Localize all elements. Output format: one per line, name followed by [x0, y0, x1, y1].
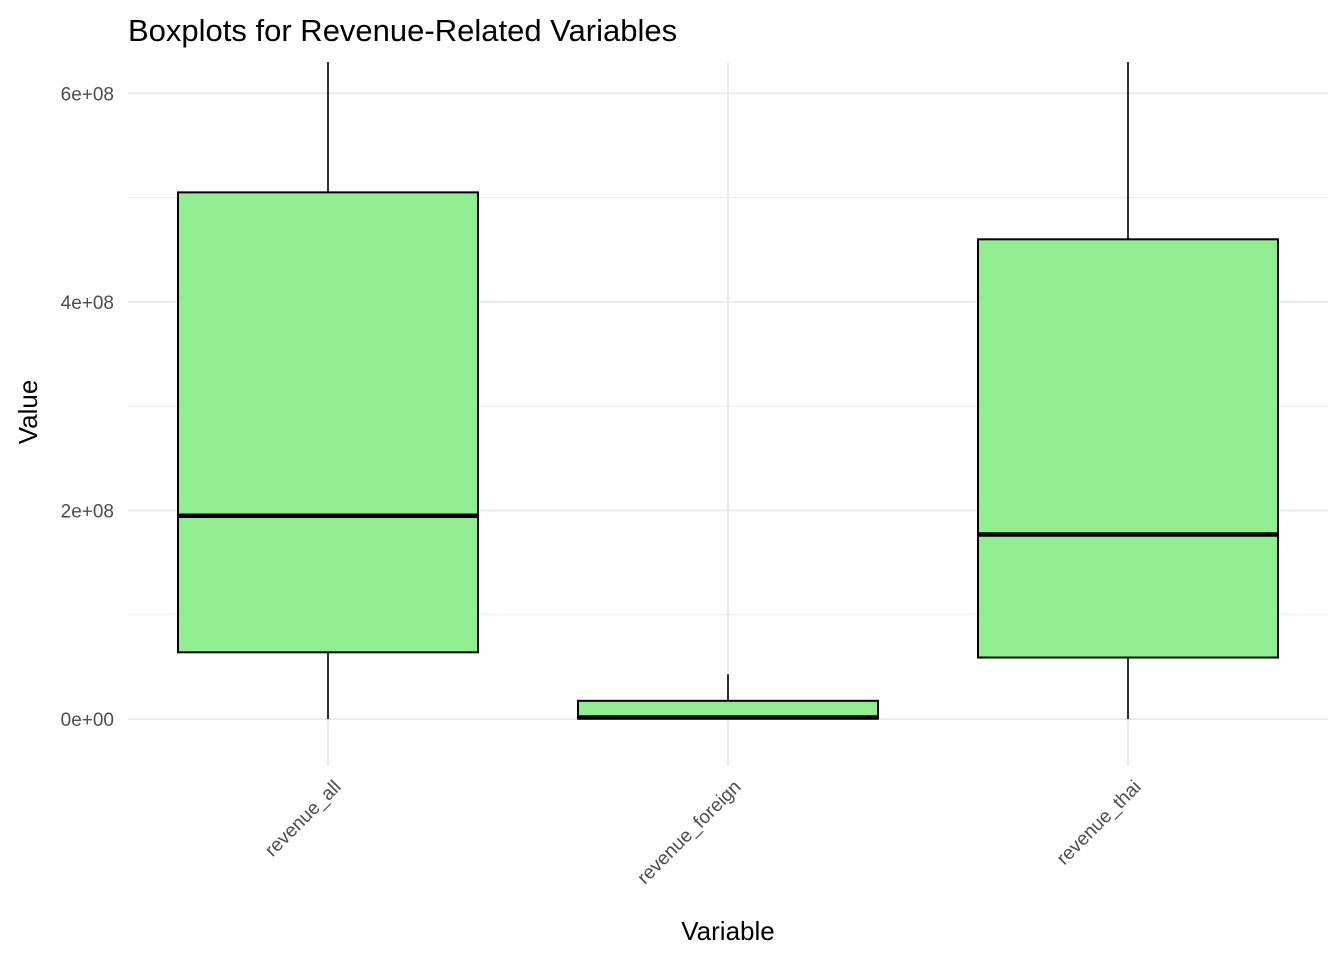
x-tick-label: revenue_all	[261, 777, 345, 861]
box-body	[977, 238, 1279, 659]
x-axis-title: Variable	[681, 916, 774, 946]
boxes	[177, 62, 1279, 720]
box-revenue_foreign	[577, 674, 879, 720]
box-body	[177, 191, 479, 654]
box-revenue_all	[177, 62, 479, 720]
x-axis-ticks: revenue_all revenue_foreign revenue_thai	[261, 777, 1145, 889]
box-revenue_thai	[977, 62, 1279, 720]
y-axis-title: Value	[13, 380, 43, 445]
x-tick-label: revenue_thai	[1053, 777, 1146, 870]
y-tick-label: 4e+08	[61, 293, 114, 314]
y-tick-label: 2e+08	[61, 501, 114, 522]
y-tick-label: 6e+08	[61, 84, 114, 105]
y-axis-ticks: 0e+00 2e+08 4e+08 6e+08	[61, 84, 114, 731]
chart-title: Boxplots for Revenue-Related Variables	[128, 13, 677, 48]
y-tick-label: 0e+00	[61, 710, 114, 731]
x-tick-label: revenue_foreign	[634, 777, 746, 889]
